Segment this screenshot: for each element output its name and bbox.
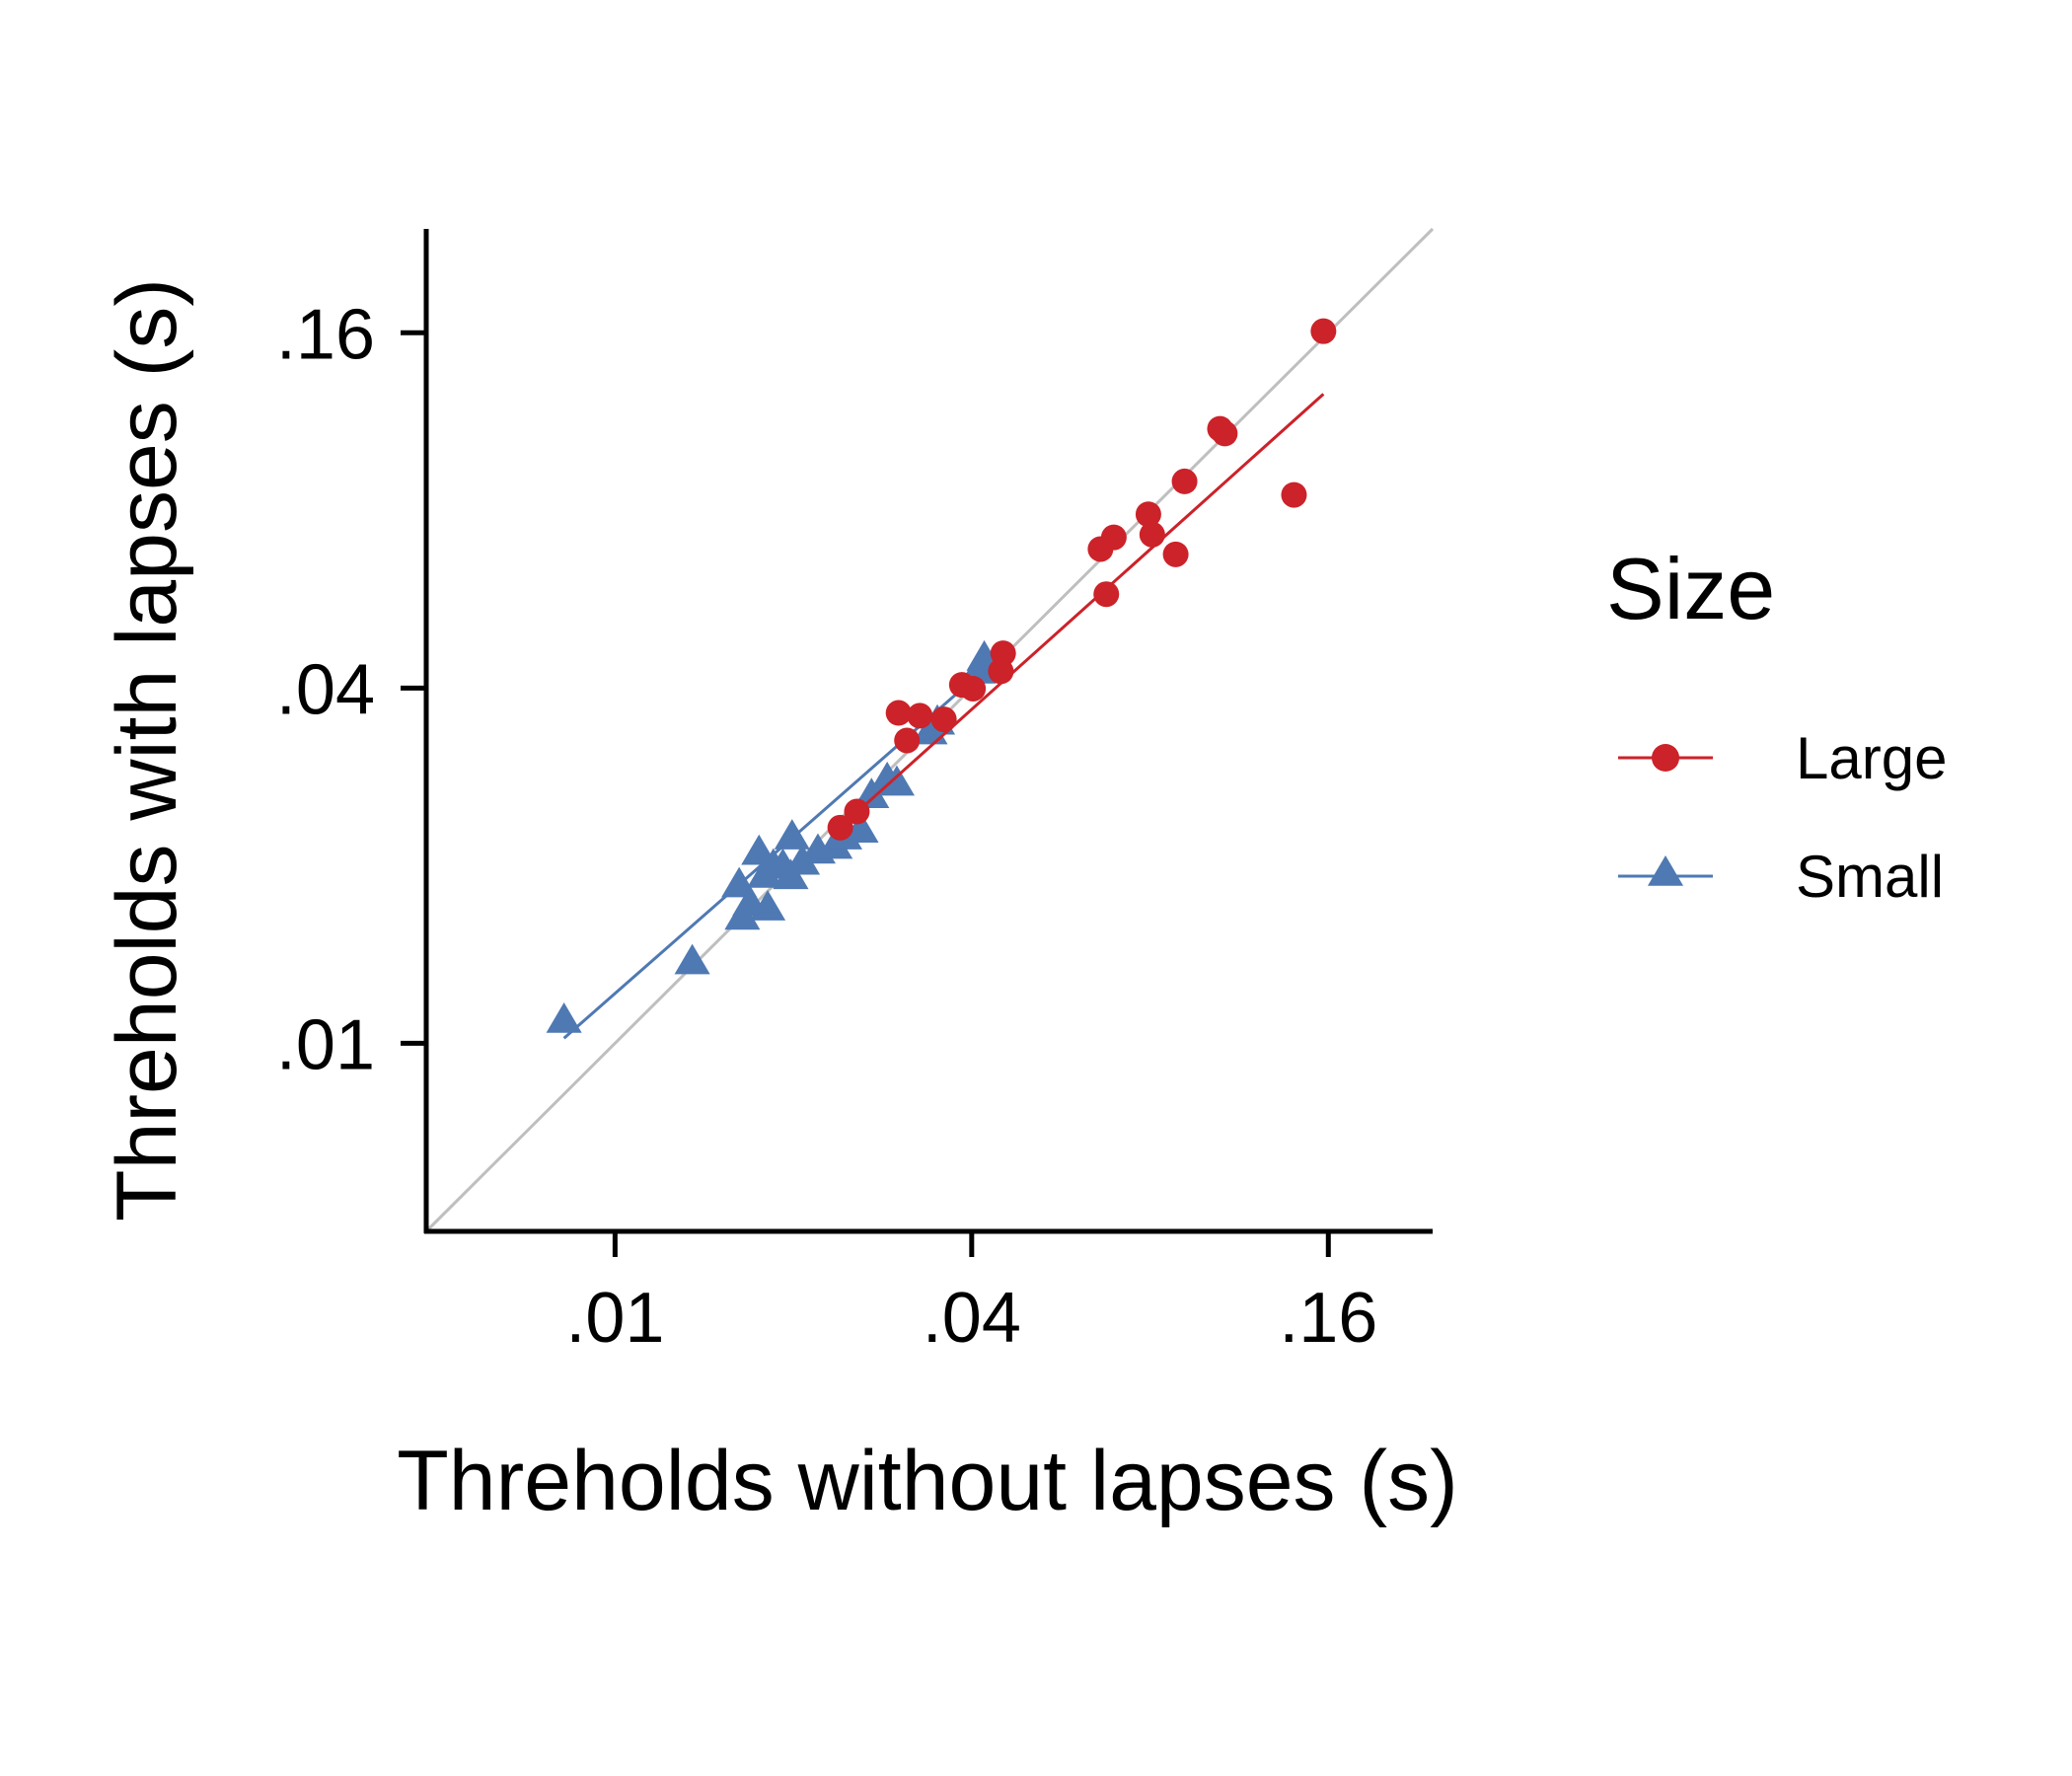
legend-title: Size [1606,540,1775,637]
y-tick-label-3: .16 [276,295,375,374]
point-small-8 [750,890,786,921]
point-large-10 [990,640,1016,667]
point-small-13 [784,844,821,875]
point-large-6 [930,706,957,733]
point-large-3 [885,700,912,726]
point-large-13 [1093,581,1120,608]
axes: .01 .04 .16 .01 .04 .16 [276,229,1433,1358]
legend-marker-large [1652,744,1679,772]
x-tick-label-3: .16 [1279,1279,1377,1358]
point-large-8 [960,675,987,702]
legend-label-large: Large [1796,725,1947,791]
fit-line-large [834,393,1325,834]
point-large-19 [1212,420,1238,447]
y-tick-label-1: .01 [276,1005,375,1084]
point-large-21 [1310,318,1337,344]
point-large-15 [1139,521,1165,548]
point-large-12 [1100,524,1127,551]
point-small-20 [878,765,915,796]
point-small-6 [741,834,777,865]
point-large-1 [827,814,853,841]
point-small-2 [674,943,710,975]
legend-item-large: Large [1618,725,1947,791]
point-large-14 [1135,501,1161,528]
point-large-2 [844,798,870,825]
point-small-1 [546,1001,582,1033]
point-large-17 [1171,468,1198,494]
point-large-5 [894,727,921,754]
point-large-20 [1281,481,1307,508]
series-small [546,639,1002,1040]
legend: Size Large Small [1606,540,1947,910]
legend-item-small: Small [1618,844,1944,910]
y-tick-label-2: .04 [276,650,375,729]
legend-label-small: Small [1796,844,1944,910]
plot-area [424,227,1435,1233]
y-axis-title: Threholds with lapses (s) [100,278,194,1221]
legend-marker-small [1647,855,1684,886]
point-small-17 [843,812,879,843]
series-large [827,318,1337,841]
point-small-12 [774,819,810,850]
point-large-16 [1162,541,1189,567]
x-axis-title: Threholds without lapses (s) [397,1434,1457,1528]
point-large-4 [907,703,933,729]
x-tick-label-2: .04 [923,1279,1021,1358]
x-tick-label-1: .01 [565,1279,664,1358]
